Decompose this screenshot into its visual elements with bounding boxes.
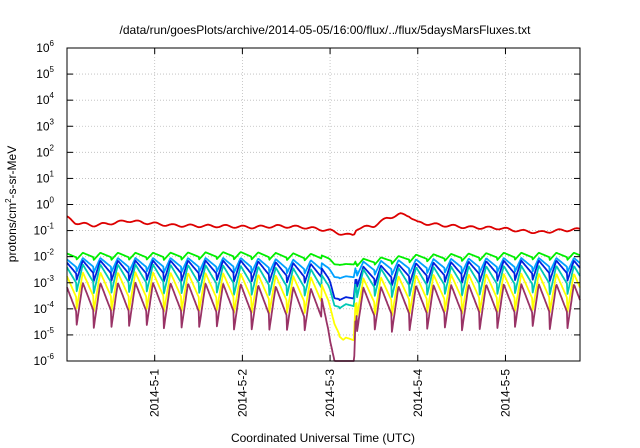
x-tick-label: 2014-5-4: [411, 369, 425, 417]
series-line-5: [66, 263, 581, 310]
series-line-7: [66, 281, 581, 362]
series-line-1: [66, 212, 581, 236]
x-tick-label: 2014-5-5: [498, 369, 512, 417]
y-tick-label-base: 10: [36, 145, 50, 159]
y-tick-label-exponent: -1: [47, 222, 55, 231]
y-tick-label-exponent: 3: [50, 117, 55, 126]
y-tick-label: 101: [36, 169, 54, 185]
y-tick-label-exponent: 1: [50, 169, 55, 178]
y-tick-label: 106: [36, 39, 54, 55]
y-tick-label-base: 10: [36, 67, 50, 81]
y-tick-label: 100: [36, 196, 54, 212]
series-line-4: [66, 259, 581, 301]
series-line-3: [66, 257, 581, 280]
y-axis-label-sup: 2: [4, 198, 13, 203]
y-tick-label-base: 10: [34, 302, 48, 316]
series-line-2: [66, 251, 581, 267]
chart-grid: [67, 48, 580, 361]
y-tick-label-base: 10: [36, 119, 50, 133]
y-tick-labels: 10-610-510-410-310-210-11001011021031041…: [34, 39, 55, 368]
y-tick-label-base: 10: [34, 250, 48, 264]
y-tick-label-exponent: 5: [50, 65, 55, 74]
y-tick-label-exponent: 0: [50, 196, 55, 205]
y-tick-label-base: 10: [34, 276, 48, 290]
y-axis-label-tail: -s-sr-MeV: [5, 146, 19, 199]
chart-title: /data/run/goesPlots/archive/2014-05-05/1…: [120, 23, 532, 37]
y-tick-label-exponent: -3: [47, 274, 55, 283]
chart-ticks: [67, 47, 580, 362]
y-tick-label: 10-1: [34, 222, 55, 238]
y-tick-label-base: 10: [34, 354, 48, 368]
y-tick-label-base: 10: [36, 93, 50, 107]
series-line-6: [66, 271, 581, 342]
y-tick-label-base: 10: [36, 41, 50, 55]
y-tick-label-base: 10: [36, 171, 50, 185]
chart-series: [66, 212, 581, 362]
y-tick-label-exponent: 6: [50, 39, 55, 48]
y-tick-label-base: 10: [34, 328, 48, 342]
y-tick-label-exponent: -6: [47, 352, 55, 361]
x-tick-labels: 2014-5-1 2014-5-2 2014-5-3 2014-5-4 2014-5-5: [148, 369, 513, 417]
y-tick-label: 104: [36, 91, 54, 107]
x-tick-label: 2014-5-3: [323, 369, 337, 417]
y-tick-label-exponent: 2: [50, 143, 55, 152]
y-tick-label-exponent: -2: [47, 248, 55, 257]
y-tick-label-exponent: -5: [47, 326, 55, 335]
y-tick-label: 105: [36, 65, 54, 81]
y-tick-label: 10-6: [34, 352, 55, 368]
y-tick-label-base: 10: [34, 224, 48, 238]
y-tick-label-exponent: -4: [47, 300, 55, 309]
x-axis-label: Coordinated Universal Time (UTC): [231, 431, 415, 445]
y-tick-label: 103: [36, 117, 54, 133]
y-axis-label: protons/cm2-s-sr-MeV: [4, 146, 19, 262]
x-tick-label: 2014-5-1: [148, 369, 162, 417]
y-tick-label: 10-3: [34, 274, 55, 290]
y-tick-label: 10-5: [34, 326, 55, 342]
y-tick-label: 102: [36, 143, 54, 159]
y-axis-label-base: protons/cm: [5, 203, 19, 262]
y-tick-label-base: 10: [36, 198, 50, 212]
x-tick-label: 2014-5-2: [235, 369, 249, 417]
y-tick-label-exponent: 4: [50, 91, 55, 100]
plot-frame: [66, 47, 581, 362]
y-tick-label: 10-4: [34, 300, 55, 316]
y-tick-label: 10-2: [34, 248, 55, 264]
